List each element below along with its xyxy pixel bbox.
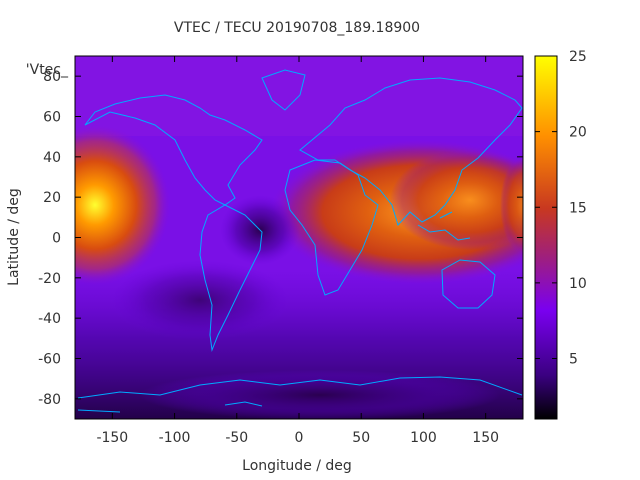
- coast-north-america: [84, 94, 263, 206]
- y-tick-label: 80: [43, 69, 61, 85]
- legend-key: 'Vtec_: [26, 62, 69, 78]
- x-tick-label: 100: [410, 430, 437, 446]
- colorbar-tick-label: 5: [569, 352, 578, 368]
- colorbar: [534, 55, 558, 420]
- heatmap-field: [75, 56, 523, 419]
- y-axis-label: Latitude / deg: [6, 188, 22, 286]
- coast-greenland: [261, 69, 306, 111]
- coast-antarctica: [77, 376, 523, 413]
- y-tick-label: -20: [38, 271, 61, 287]
- y-tick-label: -60: [38, 352, 61, 368]
- x-tick-label: -100: [159, 430, 191, 446]
- x-axis-label: Longitude / deg: [242, 458, 352, 474]
- y-axis-ticks: -80 -60 -40 -20 0 20 40 60 80: [38, 69, 523, 408]
- x-tick-label: 150: [472, 430, 499, 446]
- x-tick-label: -50: [225, 430, 248, 446]
- y-tick-label: 0: [52, 231, 61, 247]
- colorbar-tick-label: 25: [569, 49, 587, 65]
- coast-south-america: [199, 204, 263, 352]
- x-axis-ticks: -150 -100 -50 0 50 100 150: [96, 56, 499, 446]
- chart-title: VTEC / TECU 20190708_189.18900: [174, 20, 420, 36]
- colorbar-tick-label: 15: [569, 200, 587, 216]
- y-tick-label: -40: [38, 311, 61, 327]
- coast-eurasia: [299, 77, 523, 226]
- y-tick-label: 20: [43, 190, 61, 206]
- y-tick-label: 40: [43, 150, 61, 166]
- x-tick-label: -150: [96, 430, 128, 446]
- colorbar-tick-label: 10: [569, 276, 587, 292]
- x-tick-label: 50: [352, 430, 370, 446]
- coastline-overlay: [77, 69, 523, 413]
- colorbar-ticks: 5 10 15 20 25: [535, 49, 587, 368]
- x-tick-label: 0: [295, 430, 304, 446]
- coast-australia: [441, 259, 496, 309]
- coast-indonesia: [417, 211, 471, 241]
- y-tick-label: 60: [43, 110, 61, 126]
- y-tick-label: -80: [38, 392, 61, 408]
- colorbar-tick-label: 20: [569, 125, 587, 141]
